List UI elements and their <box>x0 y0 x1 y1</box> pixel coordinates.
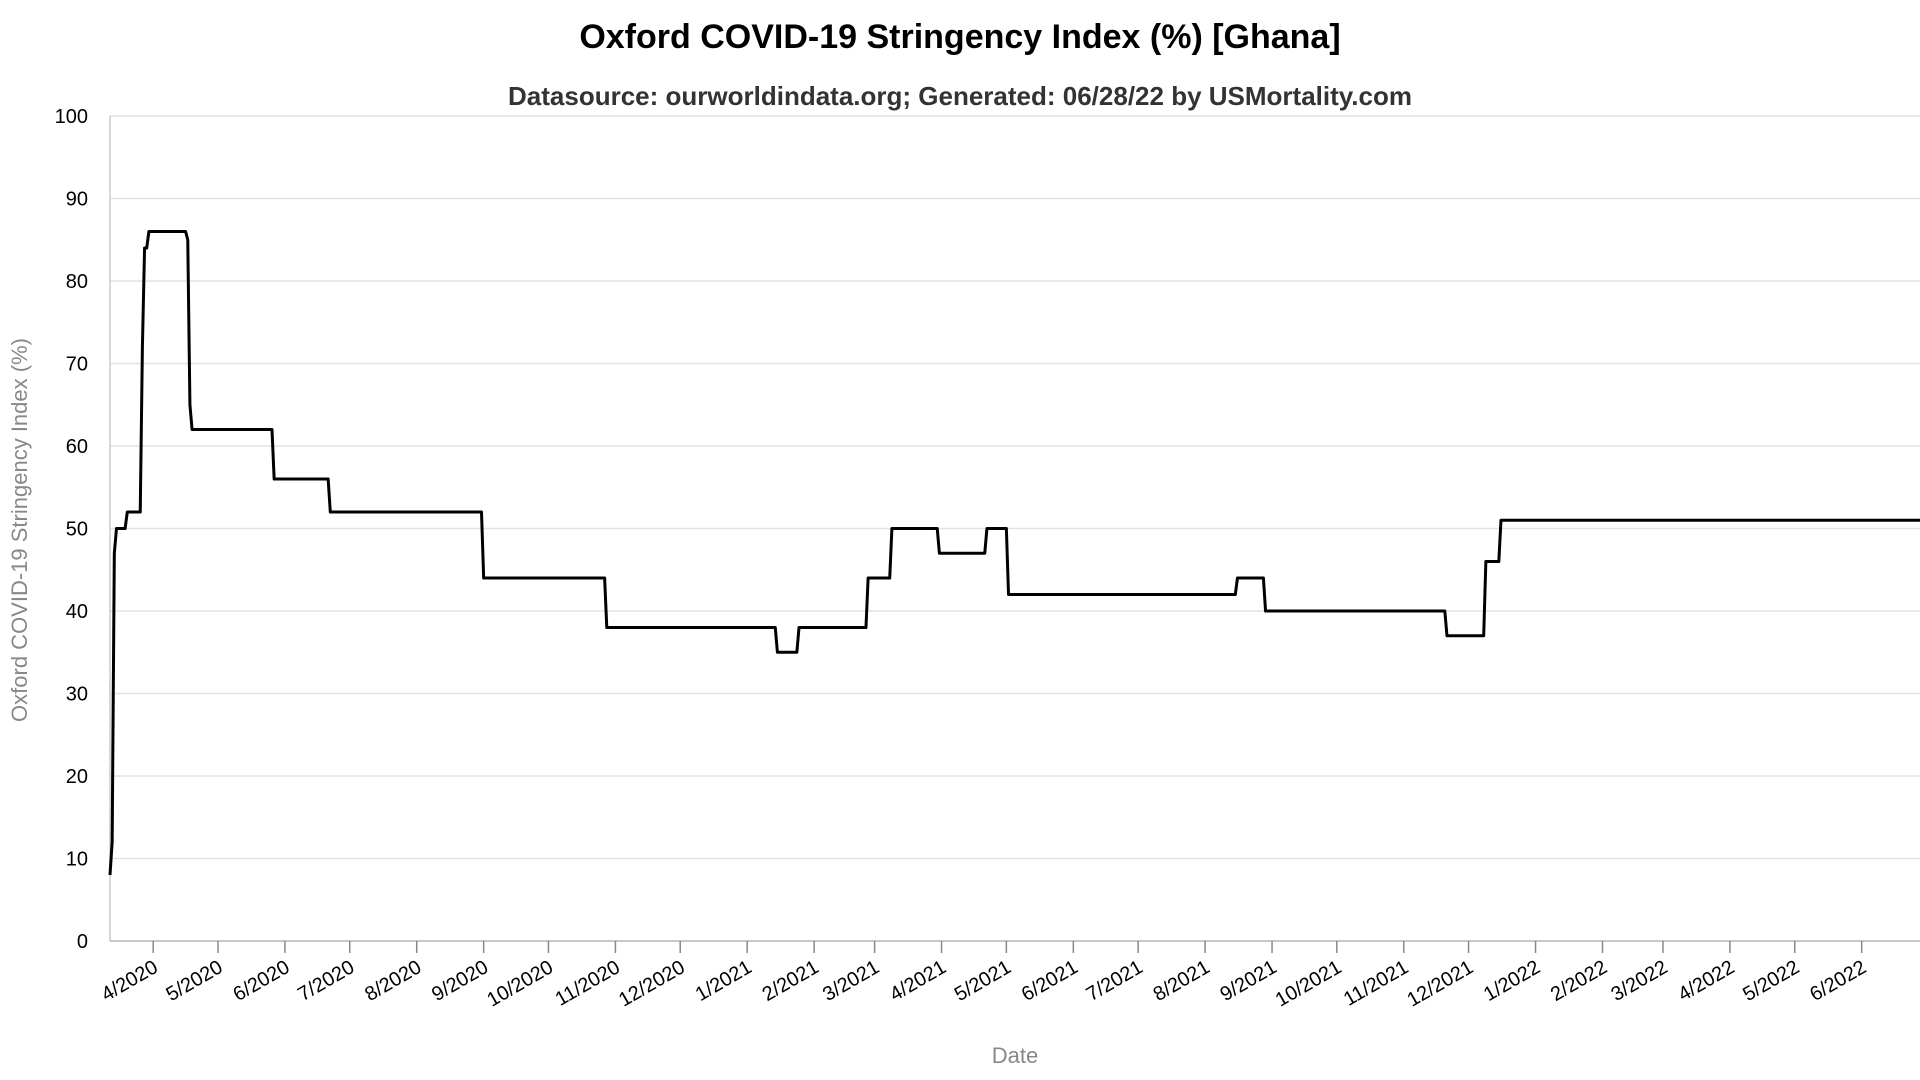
y-tick-label: 90 <box>66 189 88 211</box>
gridlines <box>110 115 1920 942</box>
y-tick-label: 0 <box>77 931 88 953</box>
y-axis-ticks: 0 10 20 30 40 50 60 70 80 90 100 <box>55 106 88 953</box>
y-tick-label: 40 <box>66 601 88 623</box>
y-tick-label: 50 <box>66 519 88 541</box>
y-tick-label: 10 <box>66 849 88 871</box>
y-tick-label: 20 <box>66 766 88 788</box>
y-axis-title: Oxford COVID-19 Stringency Index (%) <box>7 338 32 722</box>
axes <box>109 116 1920 942</box>
y-tick-label: 60 <box>66 436 88 458</box>
x-axis-title: Date <box>992 1043 1038 1068</box>
series-line <box>108 230 1920 876</box>
y-tick-label: 100 <box>55 106 88 128</box>
y-tick-label: 70 <box>66 354 88 376</box>
y-tick-label: 80 <box>66 271 88 293</box>
chart-title: Oxford COVID-19 Stringency Index (%) [Gh… <box>579 18 1340 56</box>
y-tick-label: 30 <box>66 684 88 706</box>
chart-subtitle: Datasource: ourworldindata.org; Generate… <box>508 81 1412 111</box>
series-layer <box>108 230 1920 876</box>
